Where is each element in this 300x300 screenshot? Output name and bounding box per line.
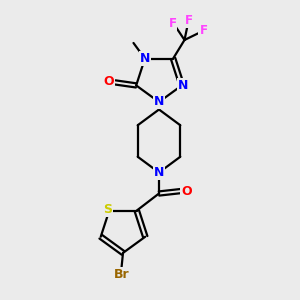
Text: N: N [140,52,150,65]
Text: O: O [104,75,115,88]
Text: F: F [169,17,176,30]
Text: N: N [154,166,164,179]
Text: F: F [200,25,207,38]
Text: S: S [103,202,112,216]
Text: O: O [181,184,192,198]
Text: N: N [178,79,188,92]
Text: N: N [154,95,164,109]
Text: F: F [184,14,192,27]
Text: Br: Br [114,268,129,281]
